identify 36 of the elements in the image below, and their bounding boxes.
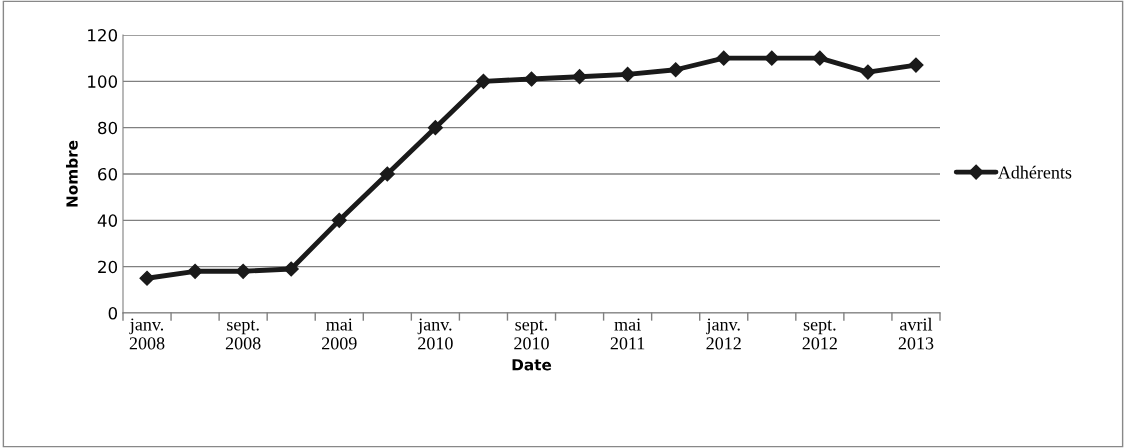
point bbox=[283, 261, 299, 277]
x-tick-label: janv. 2010 bbox=[417, 318, 453, 350]
point bbox=[812, 50, 828, 66]
x-tick-label: mai 2011 bbox=[610, 318, 645, 350]
point bbox=[860, 64, 876, 80]
x-tick-label: sept. 2008 bbox=[225, 320, 261, 350]
y-tick-label: 120 bbox=[88, 28, 118, 42]
point bbox=[620, 66, 636, 82]
x-tick-label: mai 2009 bbox=[322, 318, 357, 350]
point bbox=[475, 73, 492, 89]
point bbox=[187, 263, 203, 279]
y-tick-label: 100 bbox=[88, 75, 118, 88]
x-tick-label: sept. 2010 bbox=[514, 320, 549, 350]
point bbox=[523, 71, 540, 87]
point bbox=[427, 120, 443, 136]
y-tick-label: 40 bbox=[97, 214, 118, 227]
x-axis-title: Date bbox=[512, 359, 552, 371]
point bbox=[716, 50, 732, 66]
point bbox=[908, 57, 924, 73]
point bbox=[571, 69, 588, 85]
y-tick-label: 80 bbox=[98, 121, 118, 135]
point bbox=[331, 212, 347, 228]
point bbox=[379, 166, 395, 182]
x-tick-label: sept. 2012 bbox=[802, 320, 837, 350]
x-tick-label: janv. 2012 bbox=[706, 318, 741, 350]
y-tick-label: 0 bbox=[108, 306, 118, 320]
point bbox=[668, 62, 684, 78]
y-tick-label: 60 bbox=[98, 167, 118, 181]
point bbox=[139, 270, 155, 286]
x-tick-label: janv. 2008 bbox=[129, 318, 165, 350]
y-axis-title: Nombre bbox=[65, 140, 78, 207]
point bbox=[235, 263, 251, 279]
legend-label: Adhérents bbox=[997, 165, 1072, 179]
point bbox=[764, 50, 780, 66]
y-tick-label: 20 bbox=[98, 260, 118, 274]
x-tick-label: avril 2013 bbox=[898, 317, 934, 350]
